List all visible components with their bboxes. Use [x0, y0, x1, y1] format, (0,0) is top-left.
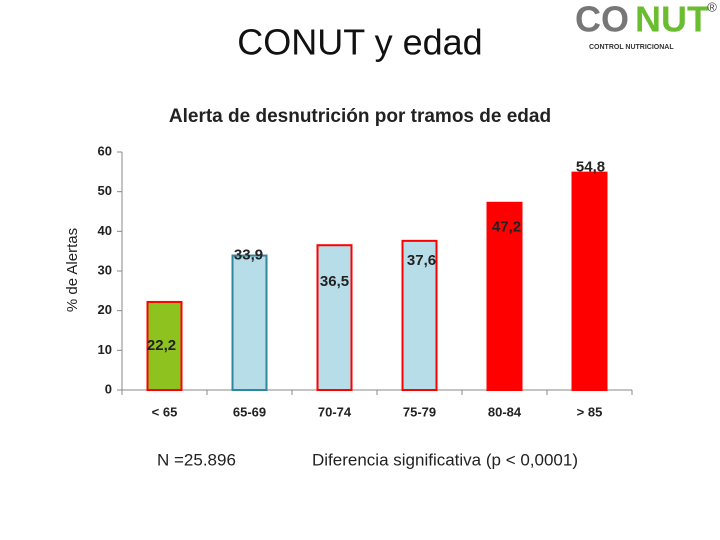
x-tick-label: 65-69	[233, 404, 266, 419]
x-tick-label: 70-74	[318, 404, 352, 419]
value-label: 47,2	[492, 219, 521, 236]
y-axis-label: % de Alertas	[64, 228, 81, 312]
bar	[401, 239, 438, 391]
x-tick-label: 80-84	[488, 404, 522, 419]
y-tick-label: 40	[98, 223, 112, 238]
x-tick-label: < 65	[152, 404, 178, 419]
logo: CO NUT ® CONTROL NUTRICIONAL	[575, 0, 717, 51]
footnote: Diferencia significativa (p < 0,0001)	[312, 450, 578, 469]
y-tick-label: 10	[98, 342, 112, 357]
logo-part: NUT	[635, 0, 709, 40]
footnote: N =25.896	[157, 450, 236, 469]
bar	[231, 254, 268, 391]
bar	[571, 171, 608, 391]
logo-tagline: CONTROL NUTRICIONAL	[589, 44, 674, 51]
chart-title: Alerta de desnutrición por tramos de eda…	[169, 106, 551, 127]
y-tick-label: 30	[98, 262, 112, 277]
x-tick-label: 75-79	[403, 404, 436, 419]
y-tick-label: 20	[98, 302, 112, 317]
y-tick-label: 50	[98, 183, 112, 198]
value-label: 22,2	[147, 337, 176, 354]
value-label: 33,9	[234, 246, 263, 263]
logo-part: CO	[575, 0, 629, 40]
bar	[146, 300, 183, 391]
y-tick-label: 0	[105, 381, 112, 396]
x-tick-label: > 85	[577, 404, 603, 419]
value-label: 37,6	[407, 252, 436, 269]
slide-title: CONUT y edad	[237, 22, 482, 63]
bar	[316, 244, 353, 391]
y-tick-label: 60	[98, 143, 112, 158]
value-label: 54,8	[576, 159, 605, 176]
bar	[486, 201, 523, 391]
value-label: 36,5	[320, 273, 349, 290]
logo-mark: ®	[707, 0, 717, 14]
